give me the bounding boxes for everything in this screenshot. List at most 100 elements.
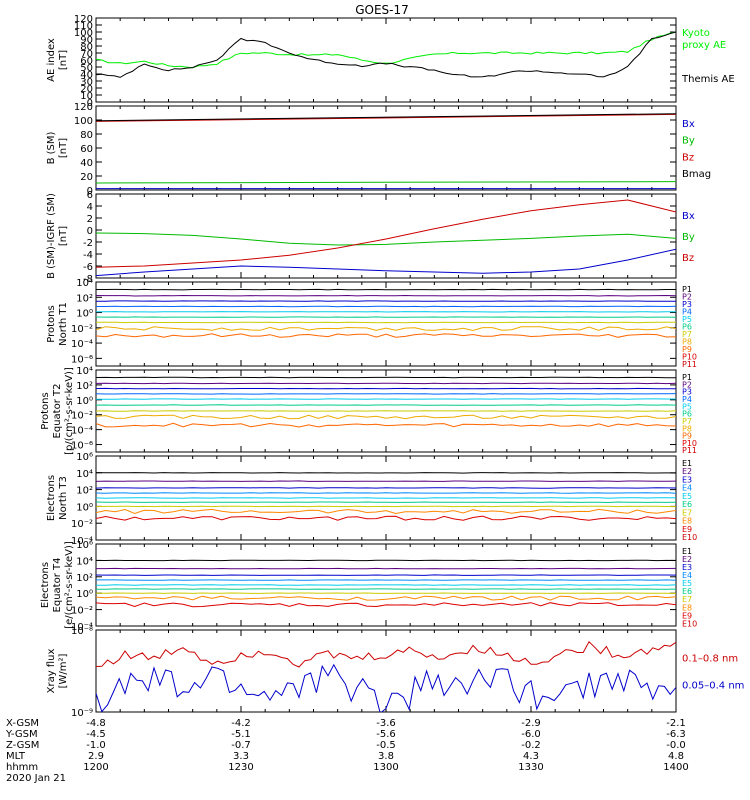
legend-e9: E9 xyxy=(682,611,692,620)
y-tick-label: -6 xyxy=(83,262,93,273)
legend-e4: E4 xyxy=(682,571,692,580)
legend-e1: E1 xyxy=(682,459,692,468)
x-row-label: hhmm xyxy=(6,762,38,773)
legend-p5: P5 xyxy=(682,402,692,411)
series-p9 xyxy=(96,422,676,428)
panel-frame xyxy=(95,281,677,367)
x-row-value: -2.9 xyxy=(521,718,541,729)
y-axis-label: B (SM)-IGRF (SM) xyxy=(46,193,57,279)
y-tick-label: 30 xyxy=(80,77,93,88)
y-axis-label: Equator T2 xyxy=(52,384,63,439)
legend-e5: E5 xyxy=(682,579,692,588)
y-axis-label: Xray flux xyxy=(46,649,57,694)
legend-bx: Bx xyxy=(682,119,695,130)
y-tick-label: 10⁻⁴ xyxy=(71,622,93,633)
x-row-value: 2.9 xyxy=(88,751,104,762)
y-axis-label: [nT] xyxy=(58,138,69,158)
legend-e5: E5 xyxy=(682,492,692,501)
legend-p2: P2 xyxy=(682,293,692,302)
series-p8 xyxy=(96,414,676,420)
y-tick-label: -2 xyxy=(83,238,93,249)
y-tick-label: 10⁻⁶ xyxy=(71,354,93,365)
y-tick-label: 10² xyxy=(76,486,93,497)
legend-p10: P10 xyxy=(682,353,697,362)
legend-e7: E7 xyxy=(682,595,692,604)
y-tick-label: 10² xyxy=(76,293,93,304)
panel-b: 0 20 40 60 80 100 120 B (SM) [nT] Bx By Bz Bmag xyxy=(46,102,711,197)
y-tick-label: 10⁴ xyxy=(76,556,93,567)
legend-bx: Bx xyxy=(682,211,695,222)
x-row-value: -2.1 xyxy=(666,718,686,729)
y-tick-label: 100 xyxy=(74,116,93,127)
y-tick-label: 10⁴ xyxy=(76,469,93,480)
legend-p7: P7 xyxy=(682,330,692,339)
x-row-value: 1300 xyxy=(373,762,398,773)
y-tick-label: 60 xyxy=(80,144,93,155)
series-e2 xyxy=(96,480,676,482)
x-row-value: -5.1 xyxy=(231,729,251,740)
y-tick-label: 10⁴ xyxy=(76,366,93,377)
legend-p7: P7 xyxy=(682,417,692,426)
series-0-1-0-8-nm xyxy=(96,640,676,668)
y-axis-label: [nT] xyxy=(58,226,69,246)
y-tick-label: 90 xyxy=(80,35,93,46)
legend-p11: P11 xyxy=(682,360,697,369)
y-tick-label: 10⁻⁹ xyxy=(71,708,93,719)
x-row-value: -4.5 xyxy=(86,729,106,740)
y-tick-label: 10⁻² xyxy=(71,324,93,335)
panel-frame xyxy=(95,105,677,191)
y-tick-label: 10⁰ xyxy=(76,309,93,320)
series-p6 xyxy=(96,404,676,406)
y-tick-label: 4 xyxy=(87,202,93,213)
y-tick-label: 20 xyxy=(80,84,93,95)
legend-p9: P9 xyxy=(682,345,692,354)
series-e8 xyxy=(96,508,676,515)
series-p4 xyxy=(96,393,676,395)
legend-bz: Bz xyxy=(682,253,694,264)
y-tick-label: 10⁰ xyxy=(76,589,93,600)
x-row-value: -6.3 xyxy=(666,729,686,740)
legend-e10: E10 xyxy=(682,619,697,628)
x-row-value: -3.6 xyxy=(376,718,396,729)
y-tick-label: 40 xyxy=(80,158,93,169)
legend-bz: Bz xyxy=(682,152,694,163)
y-tick-label: 20 xyxy=(80,172,93,183)
panel-pt1: 10⁻⁶ 10⁻⁴ 10⁻² 10⁰ 10² 10⁴ Protons North T1 P1P2… xyxy=(46,278,697,369)
legend-p8: P8 xyxy=(682,424,692,433)
legend-p3: P3 xyxy=(682,388,692,397)
x-row-value: -0.5 xyxy=(376,740,396,751)
series-p1 xyxy=(96,376,676,379)
x-row-value: 4.3 xyxy=(523,751,539,762)
legend-e8: E8 xyxy=(682,517,692,526)
y-tick-label: 120 xyxy=(74,14,93,25)
x-row-label: Y-GSM xyxy=(5,729,38,740)
data-ae xyxy=(96,31,676,78)
data-pt2 xyxy=(96,376,676,428)
series-p1 xyxy=(96,288,676,291)
y-tick-label: 10⁶ xyxy=(76,452,93,463)
x-row-value: 1230 xyxy=(228,762,253,773)
y-tick-label: 70 xyxy=(80,49,93,60)
series-e3 xyxy=(96,487,676,489)
y-tick-label: 10⁻⁴ xyxy=(71,426,93,437)
y-tick-label: 10⁻⁶ xyxy=(71,441,93,452)
x-row-value: -4.8 xyxy=(86,718,106,729)
series-e9 xyxy=(96,515,676,521)
series-by xyxy=(96,181,676,184)
legend-p4: P4 xyxy=(682,308,692,317)
legend-p3: P3 xyxy=(682,300,692,309)
y-tick-label: 6 xyxy=(87,190,93,201)
data-et4 xyxy=(96,559,676,608)
x-row-value: 1200 xyxy=(83,762,108,773)
legend-e1: E1 xyxy=(682,547,692,556)
legend-bmag: Bmag xyxy=(682,169,711,180)
x-row-value: -0.0 xyxy=(666,740,686,751)
y-tick-label: 10⁰ xyxy=(76,502,93,513)
series-by xyxy=(96,232,676,246)
x-row-label: Z-GSM xyxy=(6,740,39,751)
y-tick-label: 10 xyxy=(80,91,93,102)
